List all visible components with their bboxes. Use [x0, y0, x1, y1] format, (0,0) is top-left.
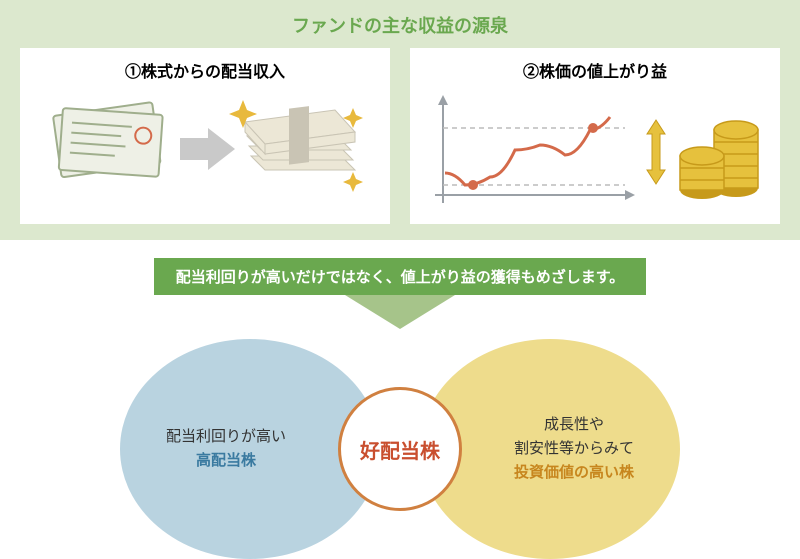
- top-section: ファンドの主な収益の源泉 ①株式からの配当収入: [0, 0, 800, 240]
- banner-text: 配当利回りが高いだけではなく、値上がり益の獲得もめざします。: [154, 258, 647, 295]
- panel1-illustration: [34, 90, 376, 210]
- panels-row: ①株式からの配当収入: [20, 48, 780, 224]
- banner-row: 配当利回りが高いだけではなく、値上がり益の獲得もめざします。: [0, 258, 800, 295]
- capital-gain-svg: [424, 90, 766, 210]
- venn-center-circle: 好配当株: [338, 387, 462, 511]
- venn-diagram: 配当利回りが高い 高配当株 成長性や 割安性等からみて 投資価値の高い株 好配当…: [120, 339, 680, 559]
- venn-right-line2: 割安性等からみて: [514, 437, 634, 461]
- down-arrow-head-icon: [345, 295, 455, 329]
- venn-left-line2: 高配当株: [166, 449, 286, 473]
- venn-center-label: 好配当株: [360, 435, 440, 464]
- right-arrow-icon: [180, 128, 235, 170]
- venn-right-line3: 投資価値の高い株: [514, 461, 634, 485]
- coins-icon: [680, 121, 758, 199]
- panel2-title: ②株価の値上がり益: [424, 58, 766, 82]
- main-title: ファンドの主な収益の源泉: [20, 12, 780, 38]
- panel2-illustration: [424, 90, 766, 210]
- dividend-illustration-svg: [34, 90, 376, 210]
- venn-right-line1: 成長性や: [514, 413, 634, 437]
- panel1-title: ①株式からの配当収入: [34, 58, 376, 82]
- venn-left-line1: 配当利回りが高い: [166, 425, 286, 449]
- updown-arrow-icon: [647, 120, 665, 184]
- panel-dividend-income: ①株式からの配当収入: [20, 48, 390, 224]
- panel-capital-gain: ②株価の値上がり益: [410, 48, 780, 224]
- price-chart: [435, 95, 635, 203]
